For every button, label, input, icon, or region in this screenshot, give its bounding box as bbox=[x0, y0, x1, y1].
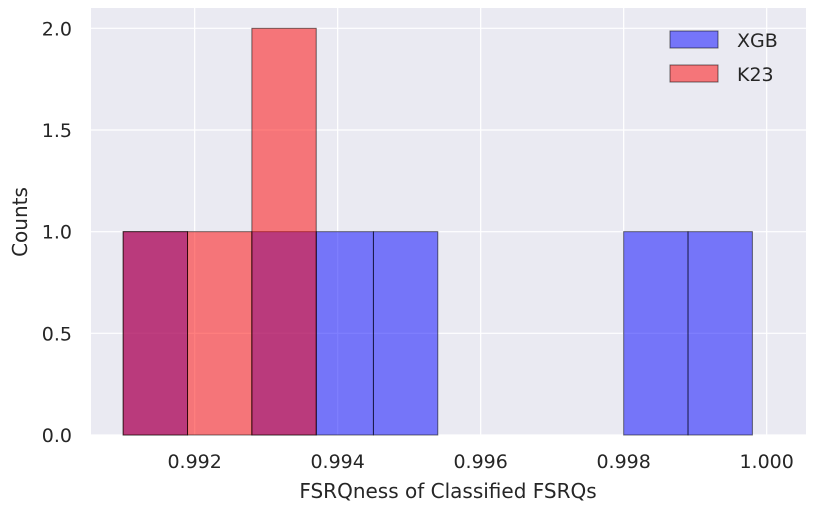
legend-swatch-xgb bbox=[669, 30, 719, 49]
bar-k23-0 bbox=[122, 231, 189, 436]
bar-xgb-4 bbox=[623, 231, 689, 436]
y-tick-label: 0.5 bbox=[42, 323, 72, 345]
x-tick-labels: 0.992 0.994 0.996 0.998 1.000 bbox=[167, 451, 793, 473]
legend-swatch-k23 bbox=[669, 64, 719, 83]
bar-xgb-5 bbox=[687, 231, 753, 436]
y-tick-label: 1.0 bbox=[42, 222, 72, 244]
x-tick-label: 0.996 bbox=[453, 451, 507, 473]
bar-xgb-3 bbox=[372, 231, 439, 436]
y-tick-label: 0.0 bbox=[42, 425, 72, 447]
x-axis-label: FSRQness of Classified FSRQs bbox=[299, 479, 596, 503]
legend-label-xgb: XGB bbox=[737, 30, 778, 52]
y-axis-label: Counts bbox=[8, 187, 32, 257]
bar-k23-2 bbox=[251, 27, 317, 436]
legend: XGB K23 bbox=[669, 30, 778, 86]
y-tick-label: 2.0 bbox=[42, 18, 72, 40]
y-tick-label: 1.5 bbox=[42, 120, 72, 142]
legend-label-k23: K23 bbox=[737, 64, 774, 86]
bar-k23-1 bbox=[187, 231, 253, 436]
bar-xgb-2 bbox=[315, 231, 374, 436]
x-tick-label: 1.000 bbox=[739, 451, 793, 473]
x-tick-label: 0.998 bbox=[596, 451, 650, 473]
x-tick-label: 0.994 bbox=[310, 451, 364, 473]
histogram-bars bbox=[122, 27, 753, 436]
x-tick-label: 0.992 bbox=[167, 451, 221, 473]
y-tick-labels: 0.0 0.5 1.0 1.5 2.0 bbox=[42, 18, 72, 447]
